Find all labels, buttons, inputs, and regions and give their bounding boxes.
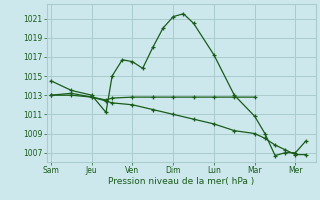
X-axis label: Pression niveau de la mer( hPa ): Pression niveau de la mer( hPa ) <box>108 177 254 186</box>
